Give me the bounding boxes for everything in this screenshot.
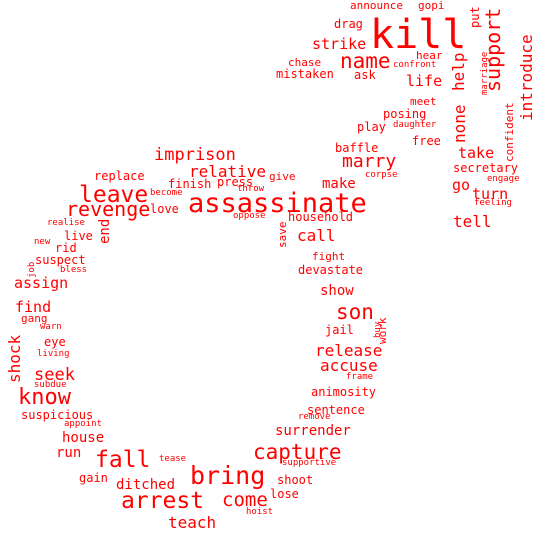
word-hear: hear [416, 49, 443, 62]
word-run: run [56, 445, 82, 461]
word-posing: posing [383, 107, 427, 121]
word-corpse: corpse [365, 170, 398, 180]
word-press: press [217, 175, 254, 189]
word-mistaken: mistaken [276, 67, 334, 81]
word-living: living [37, 349, 70, 359]
word-call: call [297, 226, 336, 245]
word-life: life [406, 72, 443, 90]
word-find: find [15, 298, 52, 316]
word-subdue: subdue [34, 380, 67, 390]
word-take: take [458, 144, 495, 162]
word-give: give [269, 170, 296, 183]
word-devastate: devastate [298, 263, 364, 277]
word-gain: gain [79, 471, 108, 485]
word-announce: announce [350, 0, 403, 12]
word-strike: strike [312, 35, 367, 53]
word-appoint: appoint [64, 419, 102, 429]
word-chase: chase [288, 56, 322, 69]
word-help: help [449, 52, 468, 91]
word-put: put [468, 6, 482, 28]
word-tease: tease [159, 454, 187, 464]
word-secretary: secretary [453, 161, 519, 175]
word-son: son [336, 300, 374, 324]
word-marry: marry [342, 151, 397, 172]
word-oppose: oppose [233, 211, 266, 221]
word-rid: rid [55, 241, 77, 255]
word-suspicious: suspicious [21, 408, 94, 422]
word-show: show [320, 283, 354, 299]
word-replace: replace [94, 169, 145, 183]
word-daughter: daughter [393, 120, 437, 130]
word-meet: meet [410, 95, 437, 108]
word-surrender: surrender [275, 423, 351, 439]
word-gopi: gopi [418, 0, 445, 12]
word-teach: teach [168, 513, 217, 532]
word-love: love [150, 202, 179, 216]
word-warn: warn [40, 322, 62, 332]
word-animosity: animosity [311, 385, 377, 399]
word-imprison: imprison [154, 145, 236, 165]
word-remove: remove [298, 412, 331, 422]
word-supportive: supportive [282, 458, 337, 468]
word-fall: fall [95, 447, 151, 473]
word-bring: bring [190, 461, 266, 490]
word-assign: assign [14, 274, 69, 292]
word-know: know [18, 385, 71, 410]
word-turn: turn [472, 185, 509, 203]
word-ditched: ditched [116, 477, 176, 493]
word-relative: relative [189, 162, 267, 181]
word-new: new [34, 237, 51, 247]
word-seek: seek [34, 365, 75, 385]
word-shoot: shoot [277, 473, 314, 487]
word-buy: buy [373, 321, 383, 338]
word-become: become [150, 188, 183, 198]
word-house: house [62, 430, 105, 446]
word-accuse: accuse [320, 356, 378, 375]
word-jail: jail [325, 323, 354, 337]
word-bless: bless [60, 265, 88, 275]
word-hoist: hoist [246, 507, 274, 517]
word-kill: kill [370, 12, 467, 58]
word-save: save [276, 221, 289, 249]
word-make: make [322, 176, 356, 192]
word-introduce: introduce [517, 34, 536, 121]
word-arrest: arrest [121, 488, 205, 514]
word-shock: shock [5, 334, 24, 383]
word-confront: confront [393, 60, 437, 70]
word-name: name [340, 49, 391, 73]
word-live: live [64, 229, 93, 243]
word-job: job [27, 261, 37, 278]
word-gang: gang [21, 312, 48, 325]
word-eye: eye [44, 335, 66, 349]
word-engage: engage [487, 174, 520, 184]
word-suspect: suspect [35, 253, 86, 267]
word-leave: leave [79, 182, 149, 208]
word-household: household [288, 210, 354, 224]
word-throw: throw [237, 184, 265, 194]
word-release: release [315, 341, 383, 360]
word-feeling: feeling [474, 198, 512, 208]
word-free: free [412, 134, 441, 148]
word-revenge: revenge [66, 197, 151, 221]
word-assassinate: assassinate [188, 188, 367, 219]
word-finish: finish [168, 177, 212, 191]
word-lose: lose [270, 487, 299, 501]
word-confident: confident [503, 102, 516, 162]
word-ask: ask [354, 68, 376, 82]
word-realise: realise [47, 218, 85, 228]
word-tell: tell [453, 212, 492, 231]
word-come: come [222, 489, 268, 511]
word-play: play [357, 120, 386, 134]
word-fight: fight [312, 250, 346, 263]
word-go: go [452, 176, 471, 194]
word-none: none [450, 104, 469, 143]
word-baffle: baffle [335, 141, 379, 155]
word-capture: capture [253, 440, 342, 464]
word-marriage: marriage [480, 51, 490, 95]
word-sentence: sentence [307, 403, 365, 417]
word-drag: drag [334, 17, 363, 31]
word-frame: frame [346, 372, 374, 382]
word-end: end [97, 218, 113, 244]
